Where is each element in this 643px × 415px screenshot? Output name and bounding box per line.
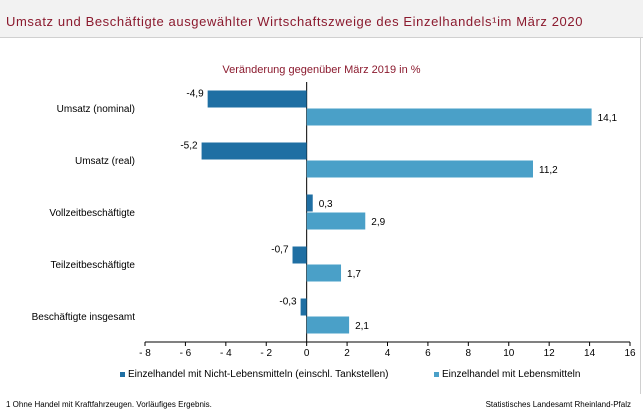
x-tick-label: 6	[425, 348, 431, 359]
bar	[306, 264, 342, 282]
bar	[201, 142, 307, 160]
bar	[292, 246, 307, 264]
category-label: Umsatz (nominal)	[57, 104, 135, 115]
data-label: 11,2	[539, 165, 558, 176]
category-label: Umsatz (real)	[75, 156, 135, 167]
x-tick-label: 4	[385, 348, 391, 359]
data-label: 14,1	[598, 113, 618, 124]
bar	[306, 160, 533, 178]
category-label: Teilzeitbeschäftigte	[51, 260, 136, 271]
legend-label: Einzelhandel mit Lebensmitteln	[442, 369, 580, 380]
chart-title: Umsatz und Beschäftigte ausgewählter Wir…	[6, 14, 584, 29]
legend-swatch	[434, 372, 439, 377]
x-tick-label: 2	[344, 348, 350, 359]
legend-swatch	[120, 372, 125, 377]
data-label: -0,7	[271, 245, 289, 256]
source-note: Statistisches Landesamt Rheinland-Pfalz	[485, 400, 631, 409]
x-tick-label: 10	[503, 348, 515, 359]
data-label: -5,2	[180, 141, 198, 152]
bar	[306, 212, 366, 230]
footnote: 1 Ohne Handel mit Kraftfahrzeugen. Vorlä…	[6, 400, 212, 409]
data-label: 1,7	[347, 269, 361, 280]
data-label: 2,1	[355, 321, 369, 332]
x-tick-label: - 6	[180, 348, 192, 359]
data-label: 2,9	[371, 217, 385, 228]
bar	[306, 194, 313, 212]
x-tick-label: 12	[544, 348, 556, 359]
frame-border	[640, 38, 641, 394]
x-tick-label: - 2	[260, 348, 272, 359]
category-label: Beschäftigte insgesamt	[32, 312, 136, 323]
bar	[207, 90, 307, 108]
x-tick-label: 8	[466, 348, 472, 359]
title-bar: Umsatz und Beschäftigte ausgewählter Wir…	[0, 0, 643, 38]
bar	[300, 298, 307, 316]
legend-label: Einzelhandel mit Nicht-Lebensmitteln (ei…	[128, 369, 389, 380]
bar	[306, 108, 592, 126]
data-label: 0,3	[319, 199, 333, 210]
x-tick-label: 0	[304, 348, 310, 359]
x-tick-label: - 4	[220, 348, 232, 359]
data-label: -0,3	[279, 297, 297, 308]
x-tick-label: 14	[584, 348, 596, 359]
data-label: -4,9	[186, 89, 204, 100]
chart-subtitle: Veränderung gegenüber März 2019 in %	[222, 64, 421, 76]
x-tick-label: - 8	[139, 348, 151, 359]
category-label: Vollzeitbeschäftigte	[49, 208, 135, 219]
x-tick-label: 16	[624, 348, 636, 359]
bar	[306, 316, 350, 334]
